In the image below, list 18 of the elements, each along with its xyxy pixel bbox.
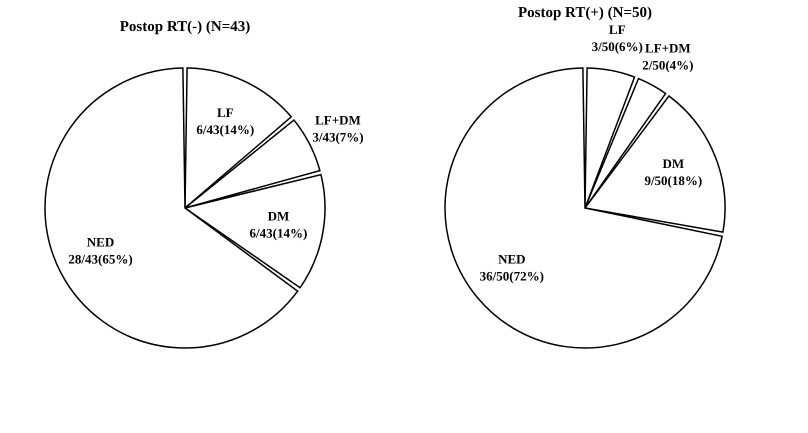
data-label: 6/43(14%) (250, 225, 308, 240)
slice-label: NED (86, 234, 114, 250)
chart-title: Postop RT(+) (N=50) (518, 5, 652, 22)
data-label: 3/50(6%) (592, 39, 643, 54)
data-label: 3/43(7%) (312, 129, 364, 144)
slice-label: NED (498, 252, 526, 267)
data-label: 36/50(72%) (480, 268, 544, 284)
data-label: 2/50(4%) (642, 57, 694, 72)
data-label: 6/43(14%) (196, 122, 254, 137)
chart-title: Postop RT(-) (N=43) (120, 19, 250, 35)
slice-label: DM (662, 156, 684, 172)
slice-label: LF (608, 22, 626, 38)
slice-label: LF+DM (645, 40, 691, 56)
slice-label: LF (217, 104, 234, 120)
slice-label: DM (268, 208, 290, 224)
slice-label: LF+DM (315, 112, 361, 128)
data-label: 9/50(18%) (644, 173, 702, 188)
data-label: 28/43(65%) (68, 251, 133, 266)
